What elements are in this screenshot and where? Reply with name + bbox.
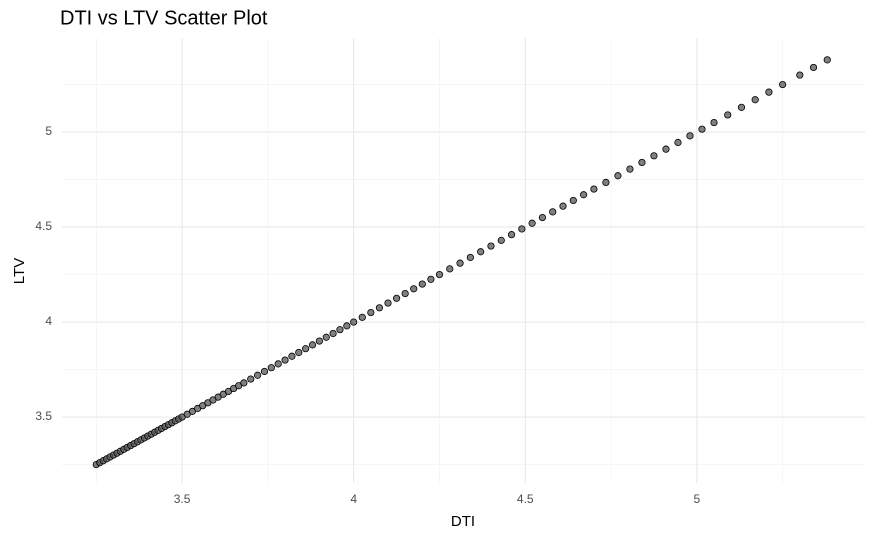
point xyxy=(507,231,516,239)
point xyxy=(823,56,831,64)
point xyxy=(638,158,646,167)
point xyxy=(466,253,474,262)
x-tick-label: 3.5 xyxy=(174,492,191,506)
point xyxy=(698,125,706,133)
point xyxy=(779,80,787,89)
point xyxy=(302,345,310,353)
point xyxy=(580,191,588,199)
point xyxy=(322,333,330,341)
point xyxy=(686,132,694,140)
point xyxy=(559,202,567,210)
point xyxy=(569,196,577,205)
point xyxy=(549,208,557,216)
point xyxy=(240,379,248,387)
point xyxy=(410,285,418,293)
point xyxy=(518,225,526,233)
point xyxy=(662,145,670,153)
point xyxy=(477,248,485,256)
point xyxy=(765,88,773,96)
point xyxy=(626,165,634,173)
x-tick-label: 4 xyxy=(350,492,357,506)
point xyxy=(392,294,401,302)
point xyxy=(650,152,658,160)
point xyxy=(358,313,366,321)
point xyxy=(538,213,547,222)
point xyxy=(375,304,384,312)
point xyxy=(435,270,444,279)
point xyxy=(487,242,495,250)
point xyxy=(724,111,732,119)
point xyxy=(796,71,804,79)
point xyxy=(497,236,505,244)
y-axis-label: LTV xyxy=(11,258,28,284)
point xyxy=(446,265,454,273)
point xyxy=(281,356,289,364)
point xyxy=(274,360,282,368)
x-tick-label: 4.5 xyxy=(517,492,534,506)
point xyxy=(384,299,392,307)
point xyxy=(737,103,746,111)
y-tick-label: 3.5 xyxy=(35,409,52,423)
point xyxy=(614,172,622,180)
point xyxy=(674,138,682,147)
y-tick-label: 4.5 xyxy=(35,219,52,233)
point xyxy=(350,318,358,326)
point xyxy=(809,63,818,72)
point xyxy=(254,371,262,379)
point xyxy=(418,280,426,288)
y-tick-label: 4 xyxy=(45,314,52,328)
y-tick-label: 5 xyxy=(45,124,52,138)
x-axis-label: DTI xyxy=(451,513,475,530)
point xyxy=(315,337,323,345)
point xyxy=(710,118,718,127)
chart-title: DTI vs LTV Scatter Plot xyxy=(60,7,268,29)
point xyxy=(367,308,375,317)
point xyxy=(343,322,351,330)
point xyxy=(329,329,337,338)
point xyxy=(590,185,598,193)
point xyxy=(602,178,610,187)
point xyxy=(308,341,317,349)
point xyxy=(751,96,759,104)
point xyxy=(427,275,435,283)
point xyxy=(528,219,536,227)
x-tick-label: 5 xyxy=(694,492,701,506)
point xyxy=(267,364,275,372)
point xyxy=(288,352,296,360)
point xyxy=(401,289,409,298)
point xyxy=(336,326,344,334)
point xyxy=(260,367,269,376)
point xyxy=(456,259,464,267)
point xyxy=(295,348,303,357)
point xyxy=(247,375,255,383)
